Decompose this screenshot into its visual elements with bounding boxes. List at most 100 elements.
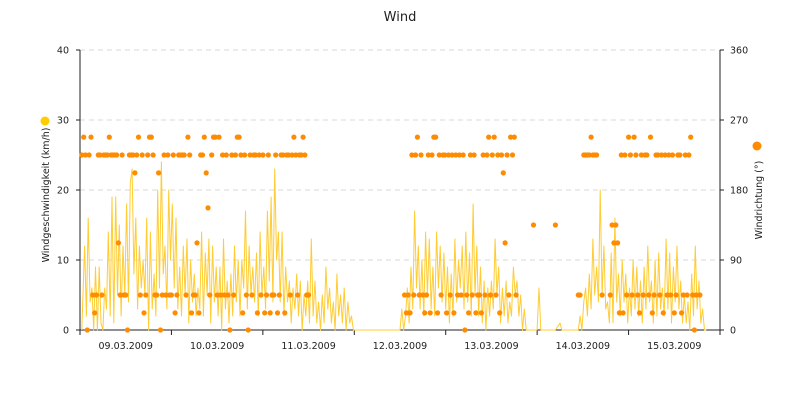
wind-direction-point [194,240,200,246]
wind-direction-point [254,310,260,316]
left-tick-label: 40 [57,46,69,57]
wind-direction-point [260,152,266,158]
wind-direction-point [466,310,472,316]
wind-direction-point [132,170,138,176]
wind-direction-point [473,310,479,316]
wind-direction-point [671,310,677,316]
wind-direction-point [586,152,592,158]
wind-direction-point [271,292,277,298]
wind-direction-point [484,152,490,158]
wind-direction-point [476,292,483,298]
wind-direction-point [462,327,468,333]
wind-direction-point [141,310,147,316]
wind-direction-point [82,152,89,158]
wind-direction-point [165,152,171,158]
right-tick-label: 0 [730,326,736,337]
wind-direction-point [209,152,215,158]
wind-direction-point [187,152,193,158]
wind-direction-point [460,152,466,158]
wind-direction-point [647,134,654,140]
wind-direction-point [644,152,650,158]
wind-direction-point [236,134,242,140]
wind-direction-point [79,152,85,158]
wind-direction-point [631,134,637,140]
wind-direction-point [306,292,312,298]
wind-direction-point [607,292,613,298]
wind-direction-point [467,152,473,158]
wind-direction-point [646,292,652,298]
wind-direction-point [456,152,462,158]
wind-direction-point [552,222,559,228]
wind-direction-point [436,152,442,158]
wind-direction-point [504,152,510,158]
wind-direction-point [469,292,475,298]
wind-direction-point [636,310,643,316]
wind-direction-point [638,152,645,158]
wind-direction-point [500,170,506,176]
wind-direction-point [622,152,628,158]
wind-direction-point [90,292,96,298]
wind-direction-point [298,152,304,158]
wind-direction-point [150,152,156,158]
wind-direction-point [196,310,202,316]
wind-direction-point [137,292,143,298]
wind-direction-point [242,152,248,158]
wind-direction-point [293,152,299,158]
x-tick-label: 10.03.2009 [190,341,244,352]
wind-direction-point [245,327,251,333]
wind-direction-point [221,292,228,298]
wind-direction-point [502,240,508,246]
wind-direction-point [577,292,583,298]
legend-direction-marker [752,141,762,151]
wind-direction-point [616,310,623,316]
wind-direction-point [170,152,176,158]
wind-direction-point [664,292,670,298]
wind-direction-point [273,152,279,158]
wind-direction-point [498,152,505,158]
wind-direction-point [124,327,131,333]
wind-direction-point [635,292,641,298]
wind-direction-point [161,152,167,158]
wind-direction-point [181,152,187,158]
wind-direction-point [640,292,646,298]
x-tick-label: 14.03.2009 [556,341,610,352]
wind-direction-point [263,292,270,298]
wind-direction-point [480,152,486,158]
wind-direction-point [588,134,594,140]
wind-direction-point [482,292,488,298]
wind-direction-point [444,310,450,316]
right-tick-label: 360 [730,46,748,57]
wind-direction-point [174,292,180,298]
wind-direction-point [115,240,121,246]
wind-direction-point [609,222,615,228]
wind-direction-point [247,152,253,158]
wind-direction-point [168,292,174,298]
wind-direction-point [416,292,422,298]
wind-direction-point [688,134,694,140]
wind-direction-point [655,152,661,158]
wind-direction-point [657,292,663,298]
wind-direction-point [666,152,672,158]
wind-direction-point [201,134,207,140]
wind-direction-point [420,292,426,298]
wind-direction-point [677,152,683,158]
wind-direction-point [282,310,288,316]
wind-direction-point [649,310,655,316]
right-tick-label: 270 [730,116,748,127]
wind-direction-point [486,134,492,140]
wind-direction-point [256,152,262,158]
wind-direction-point [232,152,238,158]
wind-direction-point [442,152,448,158]
wind-direction-point [594,152,600,158]
wind-direction-point [203,170,209,176]
wind-direction-point [423,292,430,298]
wind-direction-point [458,292,464,298]
left-tick-label: 30 [57,116,69,127]
wind-direction-point [212,134,218,140]
wind-direction-point [117,292,123,298]
wind-direction-point [218,292,224,298]
wind-direction-point [662,152,668,158]
wind-direction-point [513,292,519,298]
wind-direction-point [130,152,136,158]
wind-direction-point [172,310,178,316]
